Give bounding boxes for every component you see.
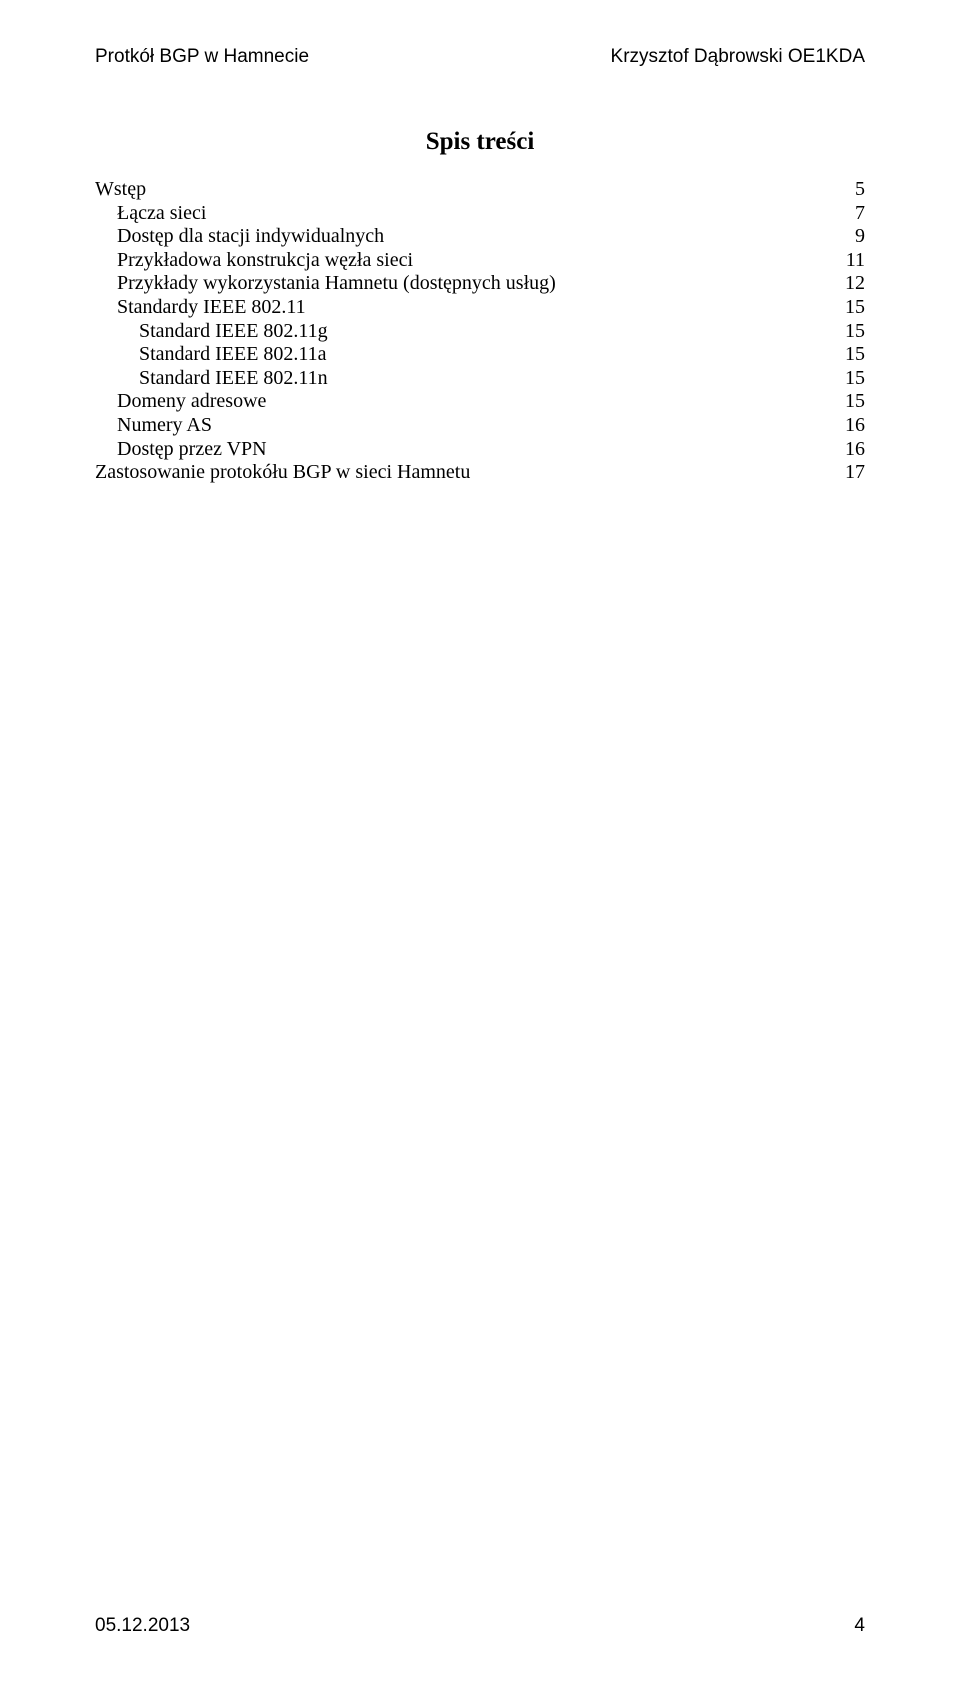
toc-page: 15 bbox=[845, 343, 865, 367]
toc-label: Numery AS bbox=[95, 414, 212, 438]
footer: 05.12.2013 4 bbox=[95, 1615, 865, 1637]
header-right: Krzysztof Dąbrowski OE1KDA bbox=[611, 46, 865, 68]
toc-page: 12 bbox=[845, 272, 865, 296]
header-left: Protkół BGP w Hamnecie bbox=[95, 46, 309, 68]
toc-page: 11 bbox=[846, 249, 865, 273]
toc-page: 15 bbox=[845, 320, 865, 344]
toc-label: Standard IEEE 802.11g bbox=[95, 320, 328, 344]
toc-row: Standard IEEE 802.11a 15 bbox=[95, 343, 865, 367]
toc-label: Standardy IEEE 802.11 bbox=[95, 296, 306, 320]
toc-page: 15 bbox=[845, 296, 865, 320]
toc-page: 9 bbox=[855, 225, 865, 249]
toc-row: Zastosowanie protokółu BGP w sieci Hamne… bbox=[95, 461, 865, 485]
toc-label: Dostęp dla stacji indywidualnych bbox=[95, 225, 384, 249]
toc-row: Standard IEEE 802.11g 15 bbox=[95, 320, 865, 344]
toc-label: Domeny adresowe bbox=[95, 390, 266, 414]
toc-page: 17 bbox=[845, 461, 865, 485]
toc-row: Przykładowa konstrukcja węzła sieci 11 bbox=[95, 249, 865, 273]
footer-date: 05.12.2013 bbox=[95, 1615, 190, 1637]
toc-label: Standard IEEE 802.11n bbox=[95, 367, 328, 391]
toc-row: Wstęp 5 bbox=[95, 178, 865, 202]
header: Protkół BGP w Hamnecie Krzysztof Dąbrows… bbox=[95, 46, 865, 68]
toc-label: Dostęp przez VPN bbox=[95, 438, 267, 462]
toc-page: 7 bbox=[855, 202, 865, 226]
page: Protkół BGP w Hamnecie Krzysztof Dąbrows… bbox=[0, 0, 960, 1692]
toc-row: Standard IEEE 802.11n 15 bbox=[95, 367, 865, 391]
toc-label: Przykłady wykorzystania Hamnetu (dostępn… bbox=[95, 272, 556, 296]
toc-page: 5 bbox=[855, 178, 865, 202]
toc-row: Numery AS 16 bbox=[95, 414, 865, 438]
toc-label: Wstęp bbox=[95, 178, 146, 202]
toc-page: 15 bbox=[845, 390, 865, 414]
toc-title: Spis treści bbox=[95, 128, 865, 156]
toc-row: Dostęp dla stacji indywidualnych 9 bbox=[95, 225, 865, 249]
toc-row: Dostęp przez VPN 16 bbox=[95, 438, 865, 462]
toc-page: 16 bbox=[845, 438, 865, 462]
toc-row: Domeny adresowe 15 bbox=[95, 390, 865, 414]
toc-page: 15 bbox=[845, 367, 865, 391]
toc-label: Standard IEEE 802.11a bbox=[95, 343, 327, 367]
footer-page-number: 4 bbox=[854, 1615, 865, 1637]
toc-page: 16 bbox=[845, 414, 865, 438]
toc-row: Przykłady wykorzystania Hamnetu (dostępn… bbox=[95, 272, 865, 296]
toc-row: Łącza sieci 7 bbox=[95, 202, 865, 226]
toc-label: Przykładowa konstrukcja węzła sieci bbox=[95, 249, 413, 273]
toc-row: Standardy IEEE 802.11 15 bbox=[95, 296, 865, 320]
toc-label: Zastosowanie protokółu BGP w sieci Hamne… bbox=[95, 461, 470, 485]
toc-label: Łącza sieci bbox=[95, 202, 206, 226]
table-of-contents: Wstęp5Łącza sieci7Dostęp dla stacji indy… bbox=[95, 178, 865, 485]
